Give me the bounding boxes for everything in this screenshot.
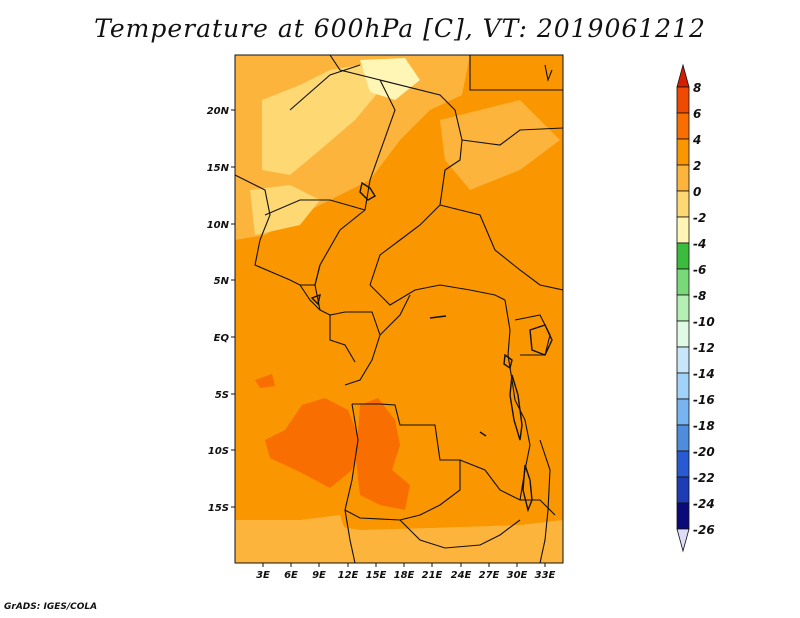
- colorbar-label: 8: [693, 81, 701, 95]
- lon-label: 30E: [507, 570, 528, 581]
- colorbar-label: -6: [693, 263, 706, 277]
- colorbar-segment: [676, 450, 690, 478]
- lon-label: 21E: [422, 570, 443, 581]
- field-palest: [360, 58, 420, 100]
- colorbar-label: -18: [693, 419, 715, 433]
- lon-label: 18E: [394, 570, 415, 581]
- colorbar-label: -20: [693, 445, 715, 459]
- colorbar-label: -14: [693, 367, 715, 381]
- colorbar-segment: [676, 320, 690, 348]
- lat-labels: 20N 15N 10N 5N EQ 5S 10S 15S: [207, 106, 230, 514]
- colorbar-segment: [676, 372, 690, 400]
- lon-label: 12E: [338, 570, 359, 581]
- lon-label: 15E: [366, 570, 387, 581]
- colorbar-label: -4: [693, 237, 706, 251]
- lat-label: 15S: [208, 503, 229, 514]
- field-sahara-lighter: [262, 65, 380, 175]
- colorbar-label: 4: [692, 133, 701, 147]
- colorbar-segment: [676, 86, 690, 114]
- lat-label: 15N: [207, 163, 230, 174]
- colorbar-segment: [676, 268, 690, 296]
- lat-label: 5N: [214, 276, 230, 287]
- colorbar-segment: [676, 63, 690, 88]
- lat-label: 10N: [207, 220, 230, 231]
- colorbar-segment: [676, 164, 690, 192]
- field-angola-warm: [265, 398, 360, 488]
- field-warm-patch: [255, 374, 275, 388]
- colorbar-label: -8: [693, 289, 706, 303]
- colorbar-labels: 8 6 4 2 0 -2 -4 -6 -8 -10 -12 -14 -16 -1…: [692, 81, 715, 537]
- colorbar-segment: [676, 424, 690, 452]
- colorbar-segment: [676, 528, 690, 553]
- colorbar-label: -26: [693, 523, 715, 537]
- colorbar: [676, 63, 690, 553]
- colorbar-segment: [676, 476, 690, 504]
- colorbar-label: 0: [693, 185, 701, 199]
- lat-label: 10S: [208, 446, 229, 457]
- colorbar-segment: [676, 294, 690, 322]
- colorbar-label: -22: [693, 471, 715, 485]
- colorbar-segment: [676, 502, 690, 530]
- lat-ticks: [231, 109, 235, 508]
- colorbar-label: -2: [693, 211, 706, 225]
- lon-label: 6E: [284, 570, 298, 581]
- map-title: Temperature at 600hPa [C], VT: 201906121…: [94, 14, 706, 43]
- shaded-field: [235, 55, 563, 563]
- colorbar-label: -10: [693, 315, 715, 329]
- field-zambia-warm: [356, 398, 410, 510]
- map-frame: [234, 54, 564, 564]
- lakes: [310, 181, 553, 513]
- lat-label: 20N: [207, 106, 230, 117]
- colorbar-label: -16: [693, 393, 715, 407]
- lon-label: 33E: [535, 570, 556, 581]
- lat-label: 5S: [215, 390, 229, 401]
- grads-credit: GrADS: IGES/COLA: [4, 602, 98, 612]
- lon-ticks: [262, 563, 546, 567]
- colorbar-segment: [676, 216, 690, 244]
- colorbar-segment: [676, 398, 690, 426]
- lat-label: EQ: [214, 333, 230, 344]
- colorbar-label: -24: [693, 497, 715, 511]
- colorbar-label: 2: [693, 159, 701, 173]
- colorbar-label: 6: [693, 107, 701, 121]
- lon-label: 3E: [256, 570, 270, 581]
- lon-label: 9E: [312, 570, 326, 581]
- colorbar-segment: [676, 190, 690, 218]
- colorbar-label: -12: [693, 341, 715, 355]
- colorbar-segment: [676, 242, 690, 270]
- colorbar-segment: [676, 112, 690, 140]
- lon-labels: 3E 6E 9E 12E 15E 18E 21E 24E 27E 30E 33E: [256, 570, 555, 581]
- colorbar-segment: [676, 346, 690, 374]
- lon-label: 27E: [479, 570, 500, 581]
- lon-label: 24E: [451, 570, 472, 581]
- colorbar-segment: [676, 138, 690, 166]
